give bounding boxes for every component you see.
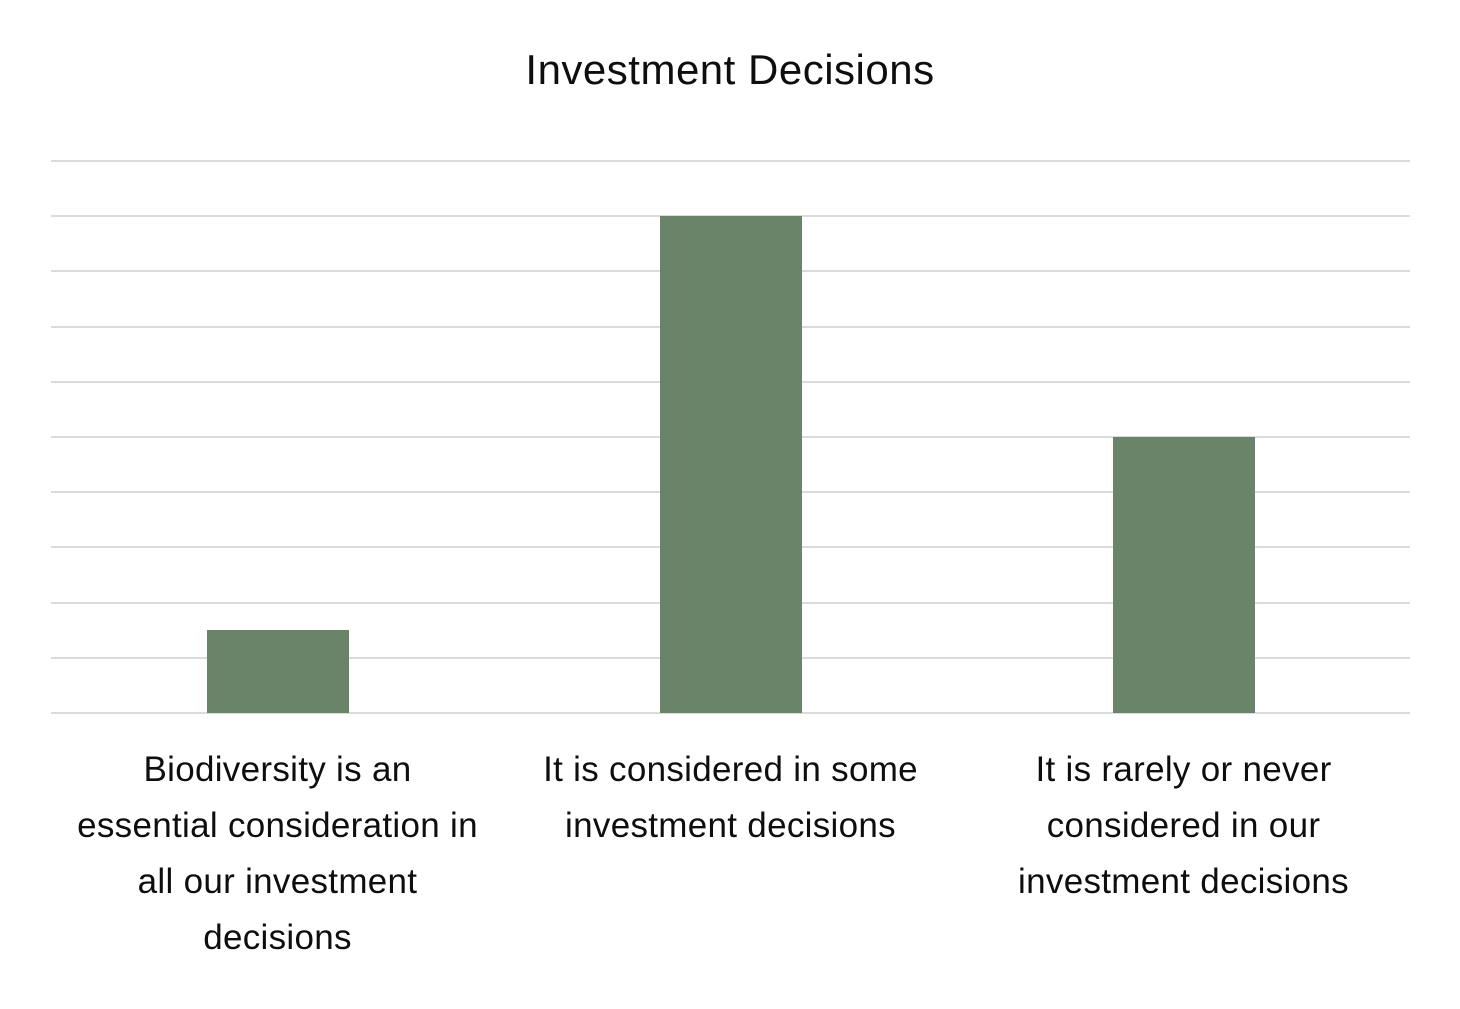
chart-title: Investment Decisions [525, 46, 935, 93]
category-label-rarely: It is rarely or never considered in our … [1018, 750, 1349, 901]
category-axis: Biodiversity is an essential considerati… [51, 742, 1410, 966]
bar-series [51, 161, 1410, 713]
category-label-essential: Biodiversity is an essential considerati… [77, 750, 478, 957]
bar-rarely-or-never [1112, 437, 1255, 713]
bar-slot-some [504, 161, 957, 713]
gridline [51, 215, 1410, 218]
gridline [51, 712, 1410, 714]
bar-considered-in-some [659, 216, 802, 713]
category-label-some: It is considered in some investment deci… [543, 750, 918, 845]
bar-slot-rarely [957, 161, 1410, 713]
bar-slot-essential [51, 161, 504, 713]
plot-area [51, 160, 1410, 714]
bar-essential-consideration [206, 630, 349, 713]
gridline [51, 160, 1410, 162]
